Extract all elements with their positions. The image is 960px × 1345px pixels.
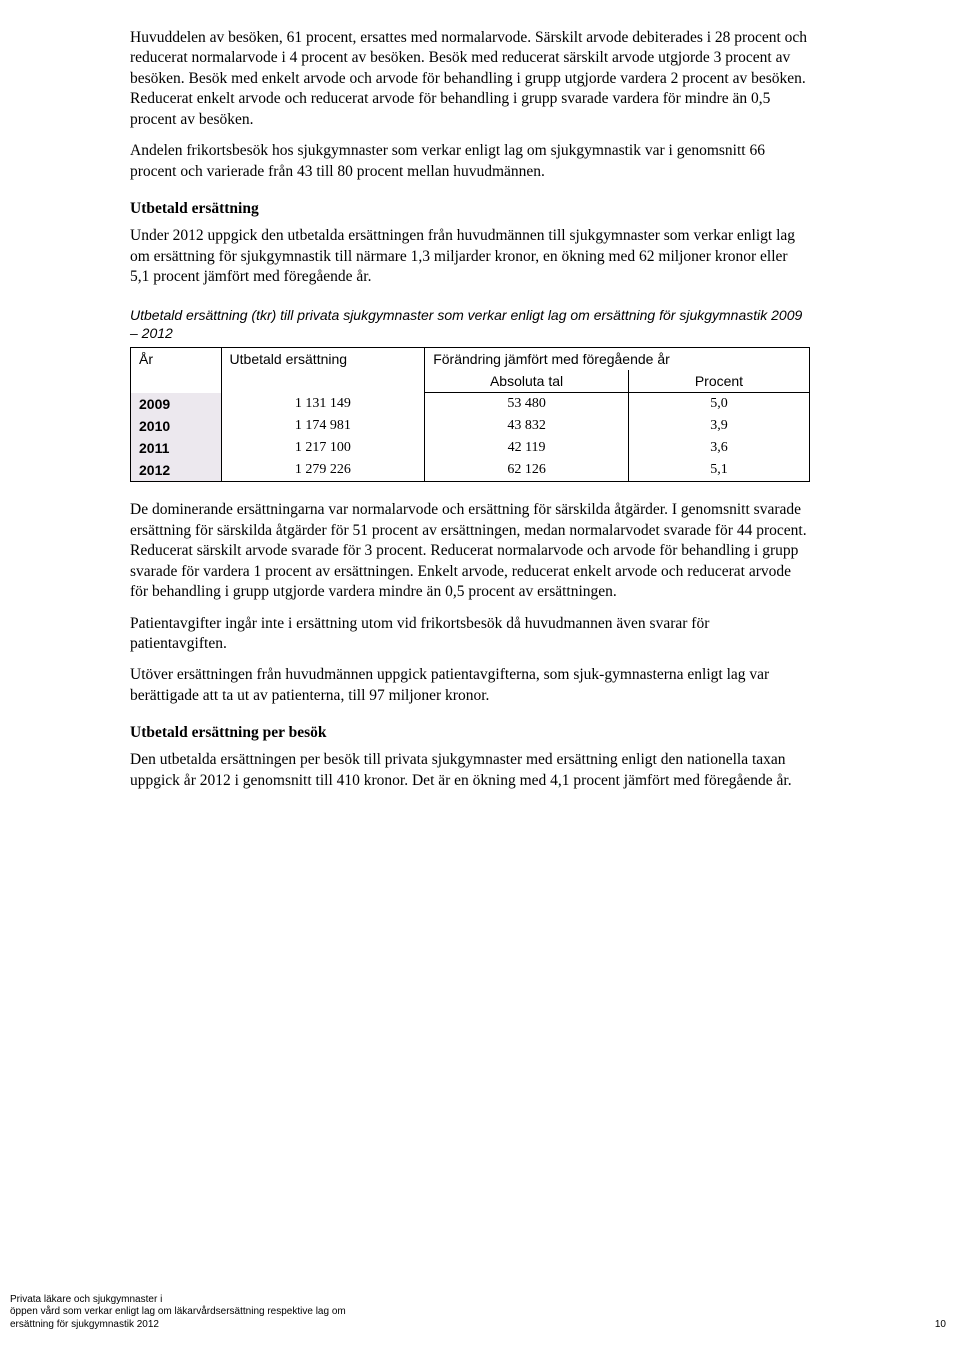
cell-year: 2012 [131, 459, 222, 482]
table-row: 2010 1 174 981 43 832 3,9 [131, 415, 810, 437]
cell-utb: 1 217 100 [221, 437, 425, 459]
table-row: 2011 1 217 100 42 119 3,6 [131, 437, 810, 459]
cell-pct: 3,6 [628, 437, 809, 459]
cell-utb: 1 131 149 [221, 393, 425, 416]
body-paragraph: De dominerande ersättningarna var normal… [130, 500, 810, 602]
cell-pct: 5,1 [628, 459, 809, 482]
body-paragraph: Huvuddelen av besöken, 61 procent, ersat… [130, 28, 810, 130]
body-paragraph: Utöver ersättningen från huvudmännen upp… [130, 665, 810, 706]
body-paragraph: Den utbetalda ersättningen per besök til… [130, 750, 810, 791]
cell-utb: 1 279 226 [221, 459, 425, 482]
table-caption: Utbetald ersättning (tkr) till privata s… [130, 306, 810, 344]
page-number: 10 [935, 1319, 946, 1332]
table-row: 2012 1 279 226 62 126 5,1 [131, 459, 810, 482]
col-header-change: Förändring jämfört med föregående år [425, 348, 810, 371]
cell-year: 2011 [131, 437, 222, 459]
cell-year: 2009 [131, 393, 222, 416]
col-header-abs: Absoluta tal [425, 370, 629, 393]
footer-text: Privata läkare och sjukgymnaster iöppen … [10, 1294, 410, 1332]
table-row: 2009 1 131 149 53 480 5,0 [131, 393, 810, 416]
cell-year: 2010 [131, 415, 222, 437]
cell-abs: 53 480 [425, 393, 629, 416]
cell-utb: 1 174 981 [221, 415, 425, 437]
col-header-year: År [131, 348, 222, 393]
section-heading: Utbetald ersättning per besök [130, 724, 810, 742]
body-paragraph: Under 2012 uppgick den utbetalda ersättn… [130, 226, 810, 287]
col-header-utb: Utbetald ersättning [221, 348, 425, 393]
col-header-pct: Procent [628, 370, 809, 393]
cell-pct: 3,9 [628, 415, 809, 437]
section-heading: Utbetald ersättning [130, 200, 810, 218]
cell-abs: 42 119 [425, 437, 629, 459]
cell-abs: 43 832 [425, 415, 629, 437]
cell-pct: 5,0 [628, 393, 809, 416]
body-paragraph: Patientavgifter ingår inte i ersättning … [130, 614, 810, 655]
body-paragraph: Andelen frikortsbesök hos sjukgymnaster … [130, 141, 810, 182]
cell-abs: 62 126 [425, 459, 629, 482]
compensation-table: År Utbetald ersättning Förändring jämför… [130, 347, 810, 482]
